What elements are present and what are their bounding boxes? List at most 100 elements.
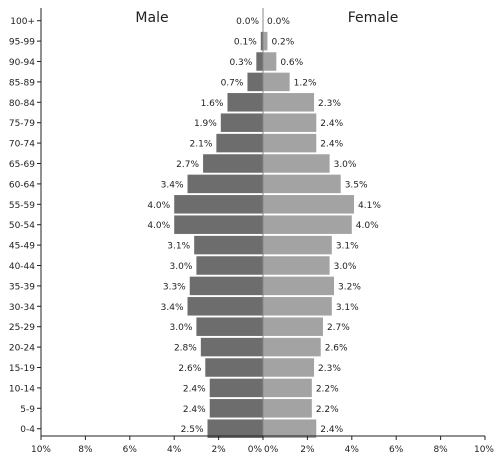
y-tick-label: 15-19 [9, 364, 35, 374]
value-label-female: 2.4% [320, 119, 343, 129]
bar-male [200, 337, 263, 357]
value-label-male: 1.9% [194, 119, 217, 129]
value-label-male: 3.4% [161, 180, 184, 190]
value-label-male: 2.7% [176, 160, 199, 170]
value-label-female: 2.7% [327, 323, 350, 333]
x-tick-label: 2% [300, 445, 315, 455]
y-tick-label: 0-4 [20, 425, 35, 435]
legend-female: Female [348, 10, 399, 26]
bar-female [263, 399, 312, 418]
value-label-male: 3.3% [163, 282, 186, 292]
value-label-female: 4.1% [358, 201, 381, 211]
value-label-male: 3.0% [170, 323, 193, 333]
bar-male [205, 358, 263, 377]
value-label-female: 1.2% [294, 78, 317, 88]
value-label-female: 3.1% [336, 303, 359, 313]
y-tick-label: 45-49 [9, 242, 35, 252]
y-tick-label: 85-89 [9, 78, 35, 88]
bar-male [187, 174, 263, 194]
y-tick-label: 35-39 [9, 282, 35, 292]
y-tick-label: 50-54 [9, 221, 35, 231]
bar-male [189, 276, 263, 296]
bar-male [194, 235, 263, 255]
value-label-male: 0.1% [234, 38, 257, 48]
x-tick-label: 8% [433, 445, 448, 455]
bar-female [263, 72, 290, 92]
y-tick-label: 100+ [10, 17, 35, 27]
legend-male: Male [135, 10, 168, 26]
value-label-female: 4.0% [356, 221, 379, 231]
bar-male [174, 215, 263, 234]
bar-female [263, 297, 332, 316]
value-label-male: 4.0% [147, 201, 170, 211]
value-label-male: 0.7% [221, 78, 244, 88]
x-axis: 10% 8% 6% 4% 2% 0% 0% 2% 4% 6% 8% 10% [31, 435, 494, 455]
value-label-male: 2.5% [181, 425, 204, 435]
bar-female [263, 276, 335, 296]
bar-male [203, 154, 263, 173]
value-label-male: 3.0% [170, 262, 193, 272]
y-tick-label: 30-34 [9, 303, 35, 313]
y-axis: 100+ 95-99 90-94 85-89 80-84 75-79 70-74 65-69 6… [9, 8, 42, 436]
y-tick-label: 65-69 [9, 160, 35, 170]
bar-male [216, 133, 263, 153]
x-tick-label: 0% [248, 445, 263, 455]
bar-female [263, 154, 330, 173]
value-label-female: 2.2% [316, 384, 339, 394]
y-tick-label: 75-79 [9, 119, 35, 129]
bar-female [263, 256, 330, 275]
x-tick-label: 8% [78, 445, 93, 455]
value-label-male: 2.6% [178, 364, 201, 374]
value-label-female: 2.2% [316, 405, 339, 415]
value-label-male: 0.0% [236, 17, 259, 27]
bar-male [187, 297, 263, 316]
bar-male [220, 113, 263, 132]
value-label-female: 2.4% [320, 425, 343, 435]
bar-female [263, 52, 277, 71]
value-label-male: 2.8% [174, 344, 197, 354]
x-tick-label: 10% [31, 445, 51, 455]
y-tick-label: 80-84 [9, 99, 35, 109]
value-label-male: 3.4% [161, 303, 184, 313]
bars-layer [174, 8, 355, 438]
bar-male [196, 256, 263, 275]
x-tick-label: 4% [167, 445, 182, 455]
bar-female [263, 113, 317, 132]
value-label-female: 2.4% [320, 140, 343, 150]
y-tick-label: 25-29 [9, 323, 35, 333]
y-tick-label: 95-99 [9, 38, 35, 48]
value-label-female: 3.0% [334, 262, 357, 272]
bar-male [207, 419, 263, 438]
value-label-male: 2.4% [183, 405, 206, 415]
x-tick-label: 6% [123, 445, 138, 455]
y-tick-label: 55-59 [9, 201, 35, 211]
bar-female [263, 317, 323, 336]
bar-male [227, 93, 263, 112]
bar-female [263, 337, 321, 357]
x-tick-label: 2% [211, 445, 226, 455]
bar-female [263, 215, 352, 234]
value-label-female: 3.1% [336, 242, 359, 252]
y-tick-label: 20-24 [9, 344, 35, 354]
value-label-female: 2.3% [318, 99, 341, 109]
value-label-male: 1.6% [201, 99, 224, 109]
y-tick-label: 90-94 [9, 58, 35, 68]
bar-male [196, 317, 263, 336]
value-label-female: 3.5% [345, 180, 368, 190]
bar-female [263, 93, 315, 112]
value-label-female: 2.6% [325, 344, 348, 354]
x-tick-label: 6% [389, 445, 404, 455]
bar-male [247, 72, 263, 92]
value-label-female: 2.3% [318, 364, 341, 374]
bar-female [263, 133, 317, 153]
bar-female [263, 235, 332, 255]
value-label-male: 3.1% [167, 242, 190, 252]
y-tick-label: 10-14 [9, 384, 35, 394]
bar-female [263, 195, 355, 214]
x-tick-label: 4% [345, 445, 360, 455]
value-label-female: 0.0% [267, 17, 290, 27]
value-labels-layer: 0.0% 0.0% 0.1% 0.2% 0.3% 0.6% 0.7% 1.2% 1.6% 2.3%… [147, 17, 381, 435]
value-label-female: 0.6% [280, 58, 303, 68]
x-tick-label: 10% [474, 445, 494, 455]
bar-male [256, 52, 263, 71]
